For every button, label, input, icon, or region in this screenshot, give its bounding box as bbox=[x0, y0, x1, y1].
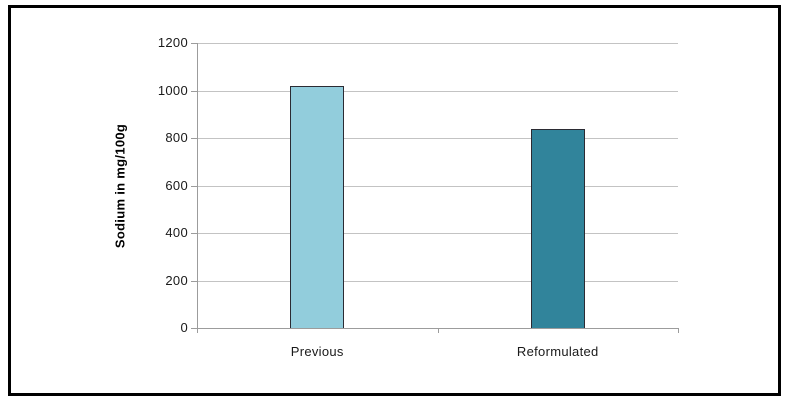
y-tick-mark-1000 bbox=[191, 90, 197, 92]
gridline-600 bbox=[197, 185, 678, 187]
x-tick-mark-0 bbox=[197, 328, 198, 333]
y-tick-label-600: 600 bbox=[165, 177, 188, 193]
y-tick-mark-1200 bbox=[191, 43, 197, 44]
y-tick-label-200: 200 bbox=[165, 272, 188, 288]
y-tick-mark-800 bbox=[191, 138, 197, 139]
x-tick-mark-2 bbox=[678, 328, 679, 333]
y-axis-title-text: Sodium in mg/100g bbox=[112, 123, 128, 249]
y-tick-label-400: 400 bbox=[165, 225, 188, 240]
y-axis-line bbox=[197, 43, 198, 328]
bar-previous bbox=[290, 85, 345, 328]
x-category-label-reformulated: Reformulated bbox=[516, 344, 599, 359]
chart-frame bbox=[8, 5, 781, 396]
x-tick-mark-1 bbox=[437, 328, 439, 333]
y-tick-label-0: 0 bbox=[180, 320, 188, 335]
gridline-200 bbox=[197, 280, 678, 282]
gridline-1000 bbox=[197, 90, 678, 92]
gridline-400 bbox=[197, 233, 678, 234]
gridline-800 bbox=[197, 138, 678, 139]
gridline-1200 bbox=[197, 43, 678, 44]
y-tick-label-800: 800 bbox=[165, 130, 188, 145]
y-tick-mark-400 bbox=[191, 233, 197, 234]
y-tick-label-1000: 1000 bbox=[157, 82, 188, 98]
y-tick-label-1200: 1200 bbox=[157, 35, 188, 50]
y-tick-mark-600 bbox=[191, 185, 197, 187]
y-tick-mark-200 bbox=[191, 280, 197, 282]
x-category-label-previous: Previous bbox=[290, 344, 344, 359]
y-tick-mark-0 bbox=[191, 328, 197, 329]
bar-reformulated bbox=[530, 128, 585, 328]
